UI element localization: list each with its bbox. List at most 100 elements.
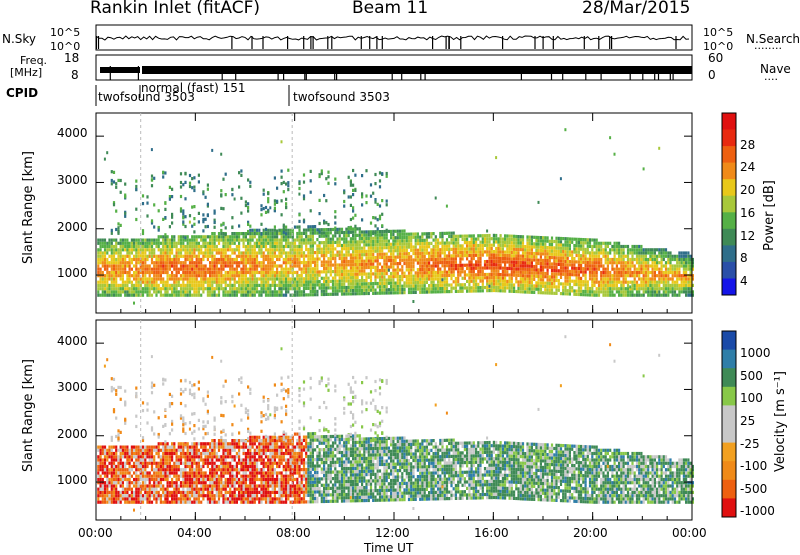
power-cell (321, 264, 323, 267)
power-cell (350, 273, 352, 276)
power-cell (298, 238, 300, 241)
power-cell (240, 274, 242, 277)
power-cell (564, 283, 566, 286)
power-cell (464, 241, 466, 244)
power-cell (359, 244, 361, 247)
power-cell (645, 251, 647, 254)
power-cell (455, 280, 457, 283)
power-cell (399, 268, 401, 271)
power-cell (410, 265, 412, 268)
power-cell (227, 261, 229, 264)
power-cell (430, 281, 432, 284)
power-cell (345, 292, 347, 295)
power-cell (643, 284, 645, 287)
power-cell (184, 236, 186, 239)
power-cell (475, 286, 477, 289)
power-cell (189, 287, 191, 290)
power-cell (392, 269, 394, 272)
power-cell (198, 261, 200, 264)
power-cell (218, 268, 220, 271)
power-cell (142, 258, 144, 261)
power-cell (120, 294, 122, 297)
power-cell (240, 287, 242, 290)
power-cell (225, 233, 227, 236)
power-cell (437, 245, 439, 248)
power-cell (231, 264, 233, 267)
power-cell (357, 279, 359, 282)
power-cell (343, 292, 345, 295)
power-cell (515, 274, 517, 277)
power-cell (607, 264, 609, 267)
power-cell (408, 272, 410, 275)
power-cell (482, 244, 484, 247)
power-cell (430, 271, 432, 274)
power-cell (479, 234, 481, 237)
power-cell (176, 245, 178, 248)
power-cell (598, 245, 600, 248)
power-cell (155, 261, 157, 264)
power-cell (220, 248, 222, 251)
power-cell (113, 258, 115, 261)
power-cell (488, 289, 490, 292)
power-cell (149, 274, 151, 277)
power-cell (426, 245, 428, 248)
power-cell (441, 264, 443, 267)
power-cell (609, 294, 611, 297)
power-cell (352, 184, 354, 187)
power-cell (365, 289, 367, 292)
power-cell (415, 278, 417, 281)
power-cell (549, 249, 551, 252)
power-cell (281, 284, 283, 287)
power-cell (357, 292, 359, 295)
power-cell (260, 208, 262, 211)
power-cell (379, 275, 381, 278)
power-cell (120, 264, 122, 267)
power-cell (111, 264, 113, 267)
power-cell (296, 232, 298, 235)
power-cell (108, 287, 110, 290)
power-cell (138, 284, 140, 287)
power-cell (401, 291, 403, 294)
power-cell (361, 195, 363, 198)
power-cell (327, 182, 329, 185)
power-cell (607, 258, 609, 261)
power-cell (379, 272, 381, 275)
power-cell (312, 228, 314, 231)
power-cell (453, 254, 455, 257)
power-cell (200, 245, 202, 248)
velocity-cell (97, 494, 99, 497)
power-cell (560, 243, 562, 246)
power-cell (578, 251, 580, 254)
power-cell (567, 292, 569, 295)
power-cell (526, 248, 528, 251)
power-cell (365, 282, 367, 285)
power-cell (444, 258, 446, 261)
power-cell (667, 287, 669, 290)
power-cell (182, 220, 184, 223)
power-cell (582, 257, 584, 260)
power-cell (287, 235, 289, 238)
power-cell (517, 251, 519, 254)
power-cell (542, 246, 544, 249)
power-cell (605, 274, 607, 277)
velocity-cell (115, 478, 117, 481)
power-cell (663, 274, 665, 277)
power-cell (486, 241, 488, 244)
power-cell (120, 191, 122, 194)
power-cell (354, 189, 356, 192)
power-cell (435, 248, 437, 251)
power-cell (504, 238, 506, 241)
power-cell (468, 264, 470, 267)
power-cell (184, 277, 186, 280)
power-cell (421, 265, 423, 268)
power-cell (412, 300, 414, 303)
power-cell (222, 248, 224, 251)
power-cell (484, 263, 486, 266)
power-cell (305, 248, 307, 251)
power-cell (276, 264, 278, 267)
power-cell (598, 264, 600, 267)
power-cell (587, 290, 589, 293)
power-cell (464, 254, 466, 257)
power-cell (218, 290, 220, 293)
power-cell (146, 268, 148, 271)
